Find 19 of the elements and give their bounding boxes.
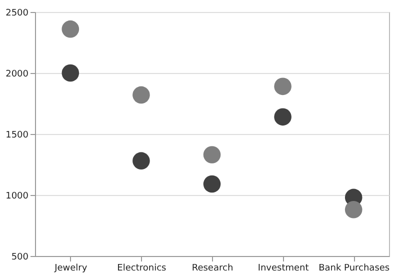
x-tick-label: Research [192, 264, 234, 274]
point [132, 152, 150, 170]
point [203, 146, 221, 164]
x-tick-label: Electronics [117, 264, 167, 274]
x-tick-label: Investment [258, 264, 310, 274]
point [274, 78, 292, 96]
point [274, 108, 292, 126]
point [62, 20, 80, 38]
point [132, 86, 150, 104]
y-tick-label: 1500 [6, 130, 29, 140]
y-tick-label: 500 [11, 252, 29, 262]
y-tick-label: 1000 [6, 192, 29, 202]
point [62, 64, 80, 82]
x-tick-label: Jewelry [54, 264, 88, 274]
y-tick-label: 2000 [6, 70, 29, 80]
point [203, 175, 221, 193]
y-tick-label: 2500 [6, 8, 29, 18]
x-tick-label: Bank Purchases [318, 264, 390, 274]
point [344, 200, 362, 218]
